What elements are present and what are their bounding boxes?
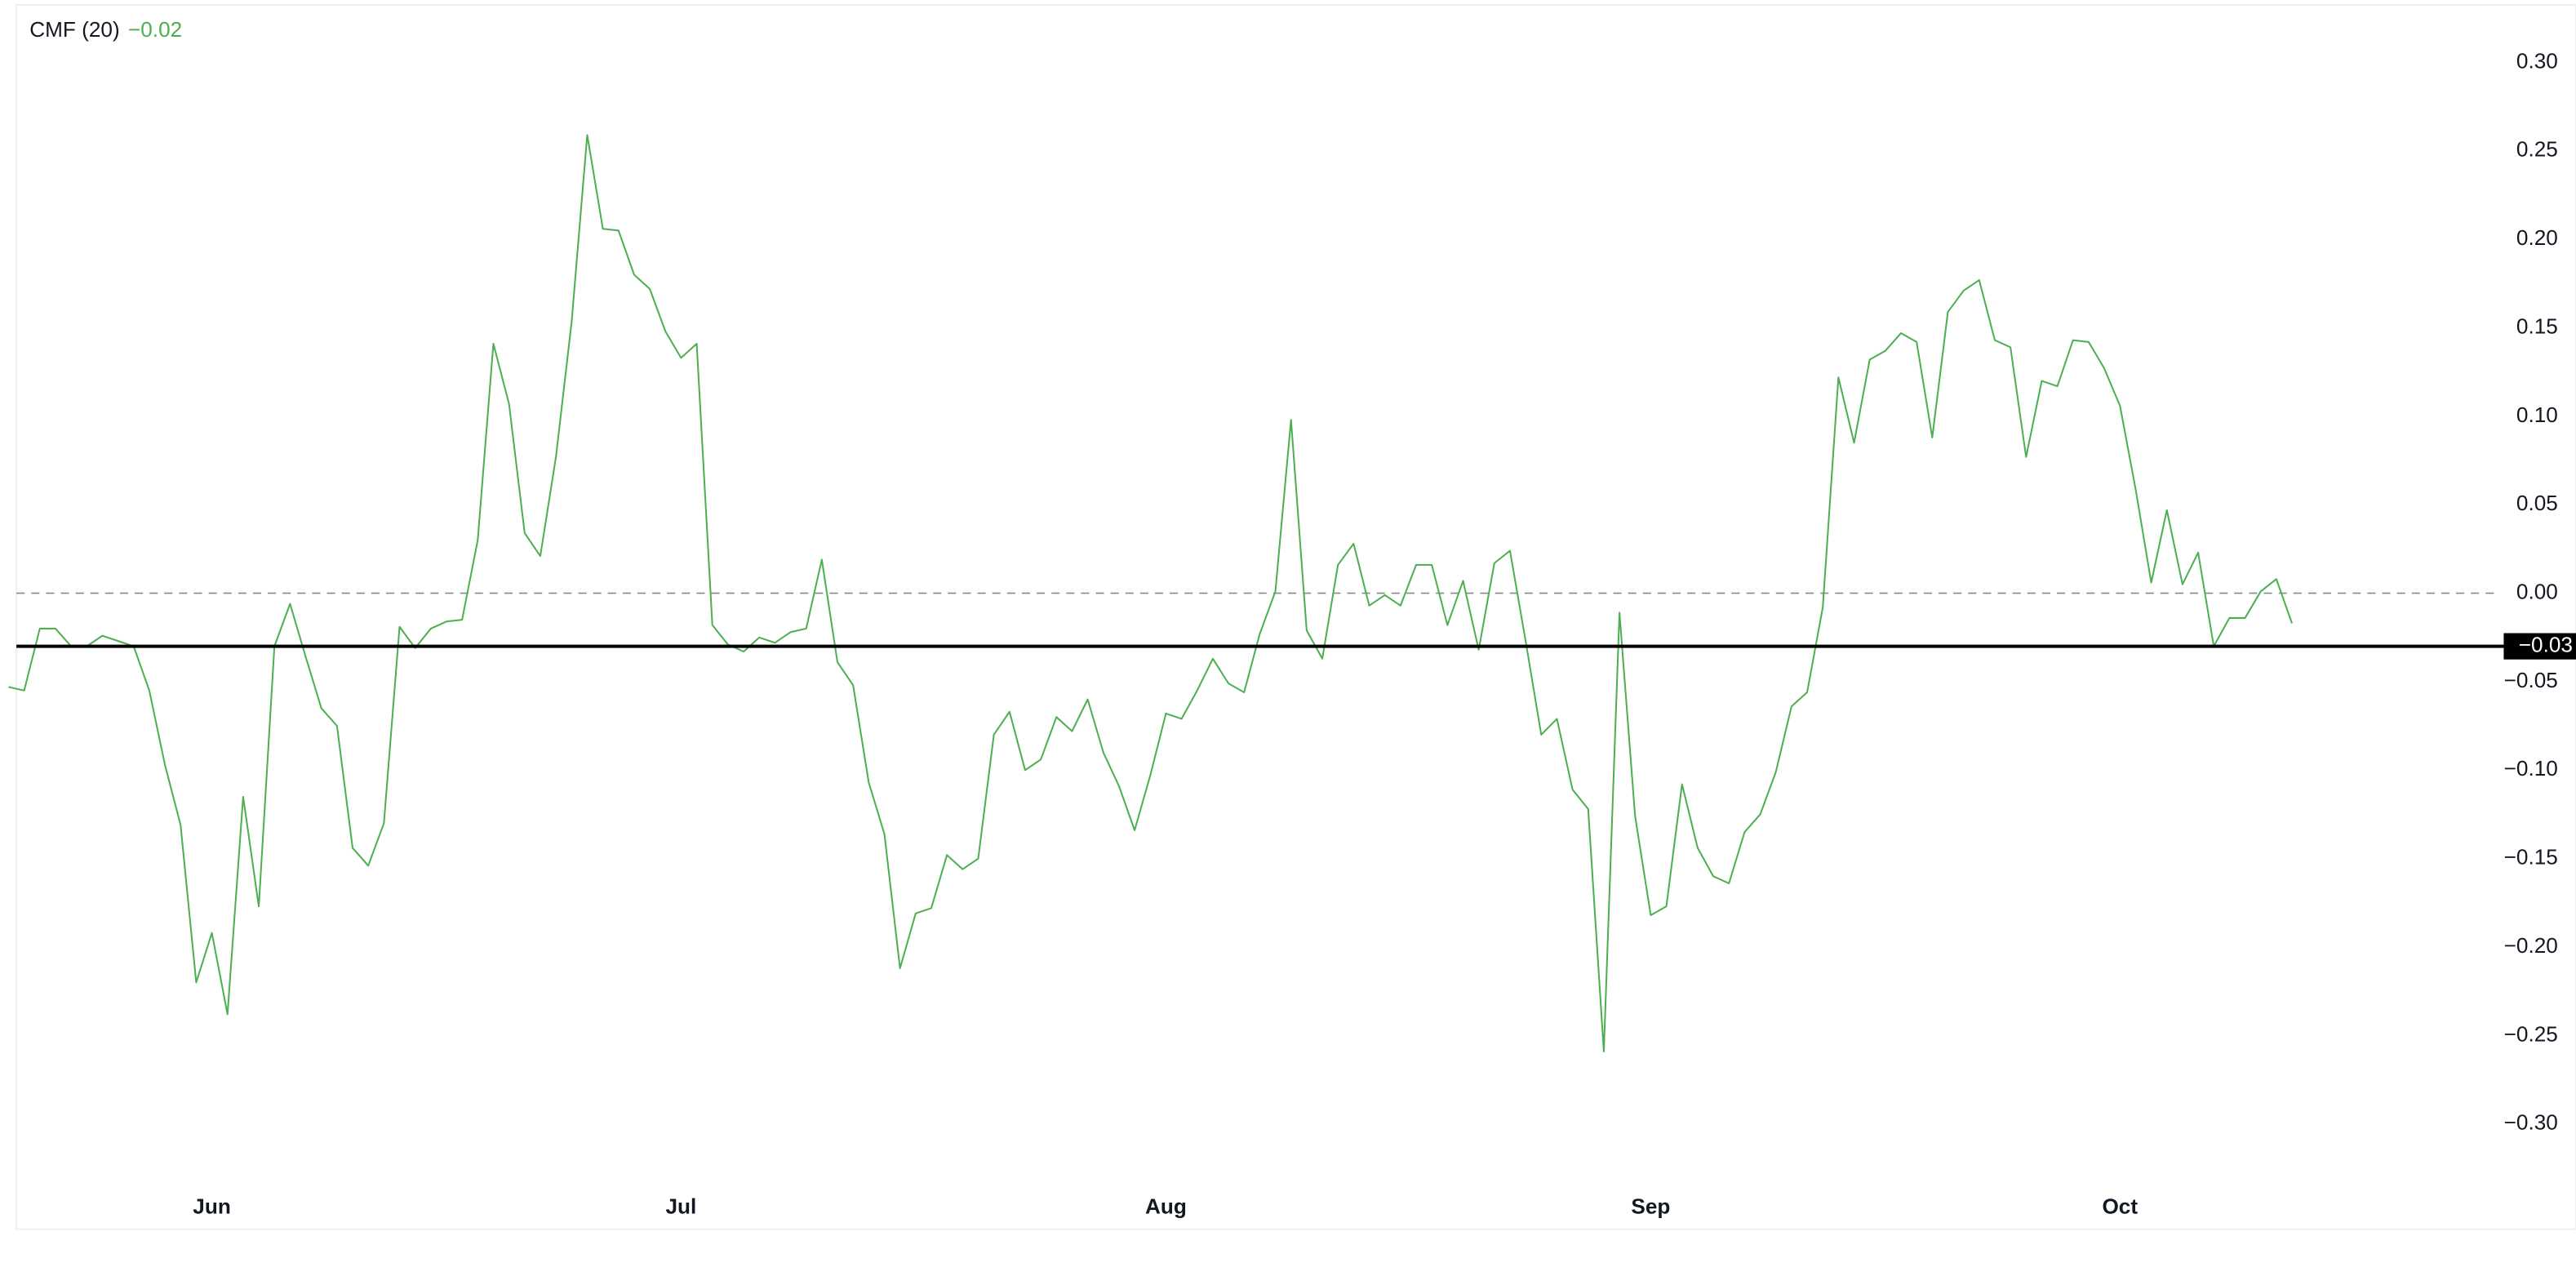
- x-tick-label: Jun: [193, 1194, 231, 1218]
- price-label: −0.03: [2519, 633, 2573, 657]
- y-tick-label: −0.20: [2504, 933, 2558, 958]
- y-tick-label: 0.15: [2516, 314, 2558, 338]
- y-tick-label: 0.20: [2516, 225, 2558, 250]
- plot-frame: [16, 4, 2576, 1230]
- y-tick-label: −0.05: [2504, 668, 2558, 692]
- price-label-box: [2503, 633, 2576, 660]
- y-tick-label: 0.25: [2516, 137, 2558, 162]
- y-tick-label: −0.15: [2504, 845, 2558, 869]
- cmf-line: [8, 134, 2293, 1052]
- x-tick-label: Oct: [2102, 1194, 2138, 1218]
- x-tick-label: Jul: [666, 1194, 697, 1218]
- indicator-value: −0.02: [128, 17, 182, 42]
- y-tick-label: −0.25: [2504, 1021, 2558, 1046]
- y-tick-label: 0.00: [2516, 580, 2558, 604]
- y-tick-label: 0.05: [2516, 491, 2558, 515]
- y-tick-label: 0.10: [2516, 402, 2558, 427]
- x-tick-label: Sep: [1631, 1194, 1670, 1218]
- y-tick-label: 0.30: [2516, 48, 2558, 73]
- y-tick-label: −0.10: [2504, 756, 2558, 780]
- indicator-title: CMF (20): [29, 17, 119, 42]
- x-tick-label: Aug: [1145, 1194, 1187, 1218]
- y-tick-label: −0.30: [2504, 1110, 2558, 1135]
